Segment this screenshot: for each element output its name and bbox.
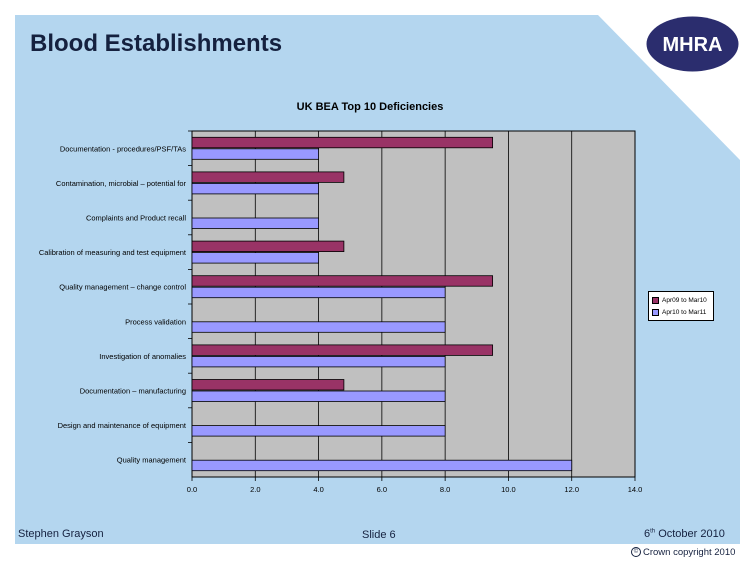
bar-series-2 bbox=[191, 148, 319, 160]
bar-series-1 bbox=[191, 240, 345, 253]
mhra-logo-text: MHRA bbox=[663, 34, 723, 56]
bar-series-1 bbox=[191, 379, 345, 391]
x-tick-label: 6.0 bbox=[377, 485, 387, 494]
gridlines bbox=[254, 131, 573, 477]
legend-swatch-series-1 bbox=[652, 296, 659, 304]
category-labels: Documentation - procedures/PSF/TAs Contam… bbox=[39, 144, 187, 464]
bar-series-2 bbox=[191, 182, 319, 195]
legend-label-series-2: Apr10 to Mar11 bbox=[662, 308, 707, 316]
footer-date-day: 6 bbox=[644, 528, 651, 540]
legend-label-series-1: Apr09 to Mar10 bbox=[662, 296, 707, 304]
x-tick-label: 14.0 bbox=[628, 485, 643, 494]
mhra-logo: MHRA bbox=[646, 16, 739, 72]
x-tick-label: 2.0 bbox=[250, 485, 260, 494]
bars bbox=[191, 136, 573, 472]
category-label: Quality management bbox=[117, 456, 187, 465]
x-tick-label: 8.0 bbox=[440, 485, 450, 494]
mhra-logo-ellipse bbox=[646, 16, 739, 72]
x-tick-label: 0.0 bbox=[187, 485, 197, 494]
copyright-text: Crown copyright 2010 bbox=[643, 547, 736, 558]
footer-date-suffix: th bbox=[650, 528, 656, 535]
x-tick-label: 4.0 bbox=[313, 485, 323, 494]
footer-slide-number: Slide 6 bbox=[362, 529, 396, 541]
copyright-notice: © Crown copyright 2010 bbox=[631, 547, 735, 558]
x-axis-ticks: 0.0 2.0 4.0 6.0 8.0 10.0 12.0 14.0 bbox=[187, 130, 643, 494]
category-label: Calibration of measuring and test equipm… bbox=[39, 248, 187, 257]
footer-author: Stephen Grayson bbox=[18, 528, 104, 540]
slide-title: Blood Establishments bbox=[30, 30, 283, 57]
legend-item-series-2: Apr10 to Mar11 bbox=[652, 306, 710, 318]
category-label: Documentation - procedures/PSF/TAs bbox=[60, 144, 186, 153]
bar-series-2 bbox=[191, 355, 446, 368]
category-label: Documentation – manufacturing bbox=[80, 387, 186, 396]
chart-legend: Apr09 to Mar10 Apr10 to Mar11 bbox=[648, 291, 714, 321]
category-label: Process validation bbox=[125, 317, 186, 326]
bar-series-1 bbox=[191, 344, 494, 356]
bar-series-2 bbox=[191, 252, 319, 264]
x-tick-label: 12.0 bbox=[564, 485, 579, 494]
bar-series-2 bbox=[191, 286, 446, 299]
bar-series-2 bbox=[191, 217, 319, 229]
bar-series-1 bbox=[191, 136, 494, 149]
category-label: Design and maintenance of equipment bbox=[58, 421, 187, 430]
bar-series-2 bbox=[191, 459, 573, 472]
category-label: Contamination, microbial – potential for bbox=[56, 179, 187, 188]
category-label: Complaints and Product recall bbox=[86, 214, 186, 223]
bar-series-2 bbox=[191, 390, 446, 402]
copyright-icon: © bbox=[631, 547, 641, 558]
category-label: Quality management – change control bbox=[59, 283, 186, 292]
footer-date: 6th October 2010 bbox=[644, 528, 725, 540]
bar-series-2 bbox=[191, 425, 446, 437]
category-label: Investigation of anomalies bbox=[99, 352, 186, 361]
bar-series-1 bbox=[191, 171, 345, 183]
footer-date-rest: October 2010 bbox=[655, 528, 725, 540]
legend-item-series-1: Apr09 to Mar10 bbox=[652, 294, 710, 306]
plot-area bbox=[191, 130, 636, 478]
chart-title: UK BEA Top 10 Deficiencies bbox=[297, 101, 444, 113]
x-tick-label: 10.0 bbox=[501, 485, 516, 494]
legend-swatch-series-2 bbox=[652, 308, 659, 316]
bar-series-2 bbox=[191, 321, 446, 333]
bar-series-1 bbox=[191, 275, 494, 287]
